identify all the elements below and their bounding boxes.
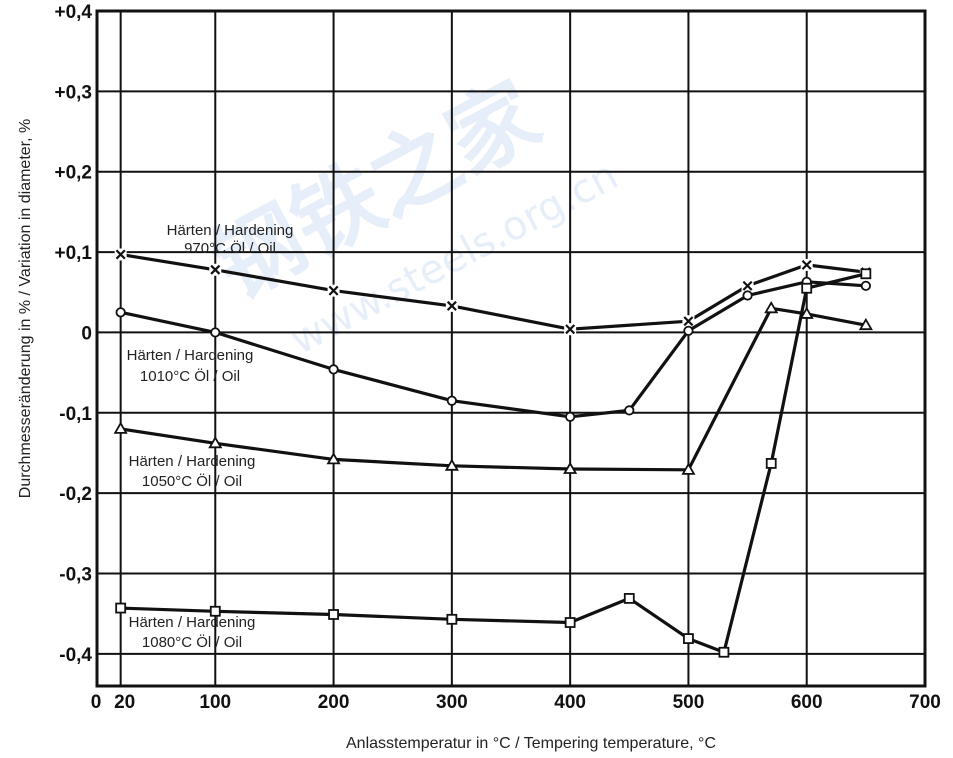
x-tick-label: 600 [791, 692, 823, 713]
marker-circle [683, 325, 694, 336]
marker-square [115, 602, 127, 614]
x-tick-label: 200 [318, 692, 350, 713]
series-label: Härten / Hardening [167, 222, 294, 239]
series-label: 1080°C Öl / Oil [142, 633, 242, 651]
marker-triangle [681, 462, 696, 475]
marker-circle [210, 327, 221, 338]
series-label: Härten / Hardening [129, 453, 256, 470]
marker-triangle [858, 317, 873, 331]
y-tick-label: -0,2 [59, 484, 92, 505]
marker-square [765, 458, 777, 469]
marker-square [623, 593, 635, 604]
marker-triangle [764, 301, 779, 314]
series-group [113, 248, 873, 658]
marker-circle [624, 405, 635, 416]
y-tick-label: +0,3 [54, 82, 92, 103]
marker-triangle [563, 461, 578, 474]
marker-triangle [113, 421, 128, 434]
series-triangle [113, 301, 873, 475]
marker-circle [115, 307, 126, 318]
x-axis-ticks: 0 20 100 200 300 400 500 600 700 [91, 692, 941, 713]
x-tick-label: 20 [114, 692, 135, 713]
marker-cross [328, 285, 339, 296]
marker-square [209, 605, 221, 617]
x-tick-label: 400 [554, 692, 586, 713]
marker-square [718, 646, 730, 658]
y-tick-label: +0,4 [54, 2, 92, 23]
y-tick-label: -0,3 [59, 565, 92, 586]
marker-cross [683, 316, 694, 327]
plot-frame [95, 9, 927, 688]
x-axis-label: Anlasstemperatur in °C / Tempering tempe… [346, 735, 716, 752]
marker-triangle [326, 452, 341, 465]
marker-cross [742, 280, 753, 291]
x-tick-label: 500 [673, 692, 705, 713]
marker-square [801, 282, 813, 294]
series-label: 1010°C Öl / Oil [140, 367, 240, 385]
x-tick-label: 100 [199, 692, 231, 713]
series-label: Härten / Hardening [127, 347, 254, 364]
marker-cross [446, 300, 457, 311]
marker-circle [742, 290, 753, 301]
marker-cross [210, 264, 221, 275]
y-tick-label: +0,1 [54, 243, 92, 264]
marker-square [860, 268, 872, 280]
y-axis-ticks: +0,4 +0,3 +0,2 +0,1 0 -0,1 -0,2 -0,3 -0,4 [54, 2, 92, 666]
marker-square [328, 609, 339, 620]
y-tick-label: -0,1 [59, 404, 92, 425]
x-tick-label: 700 [909, 692, 941, 713]
marker-triangle [799, 306, 814, 319]
marker-cross [115, 249, 126, 260]
marker-square [446, 613, 458, 625]
series-label: Härten / Hardening [129, 614, 256, 631]
marker-circle [860, 280, 871, 291]
y-tick-label: 0 [81, 323, 92, 344]
series-label: 970°C Öl / Oil [184, 239, 276, 257]
x-tick-label: 300 [436, 692, 468, 713]
y-tick-label: -0,4 [59, 645, 92, 666]
marker-square [683, 633, 694, 644]
marker-triangle [208, 436, 223, 449]
marker-cross [565, 324, 576, 335]
marker-circle [565, 411, 576, 422]
grid [97, 11, 925, 686]
marker-circle [328, 364, 339, 375]
marker-square [564, 617, 576, 628]
series-line [120, 280, 867, 419]
marker-cross [801, 259, 812, 270]
marker-triangle [444, 458, 459, 471]
y-tick-label: +0,2 [54, 163, 92, 184]
series-square [115, 268, 872, 658]
plot-border [95, 9, 927, 688]
marker-circle [446, 395, 457, 406]
y-axis-label: Durchmesseränderung in % / Variation in … [17, 119, 34, 498]
x-tick-label: 0 [91, 692, 102, 713]
series-label: 1050°C Öl / Oil [142, 472, 242, 490]
series-x [114, 248, 872, 336]
